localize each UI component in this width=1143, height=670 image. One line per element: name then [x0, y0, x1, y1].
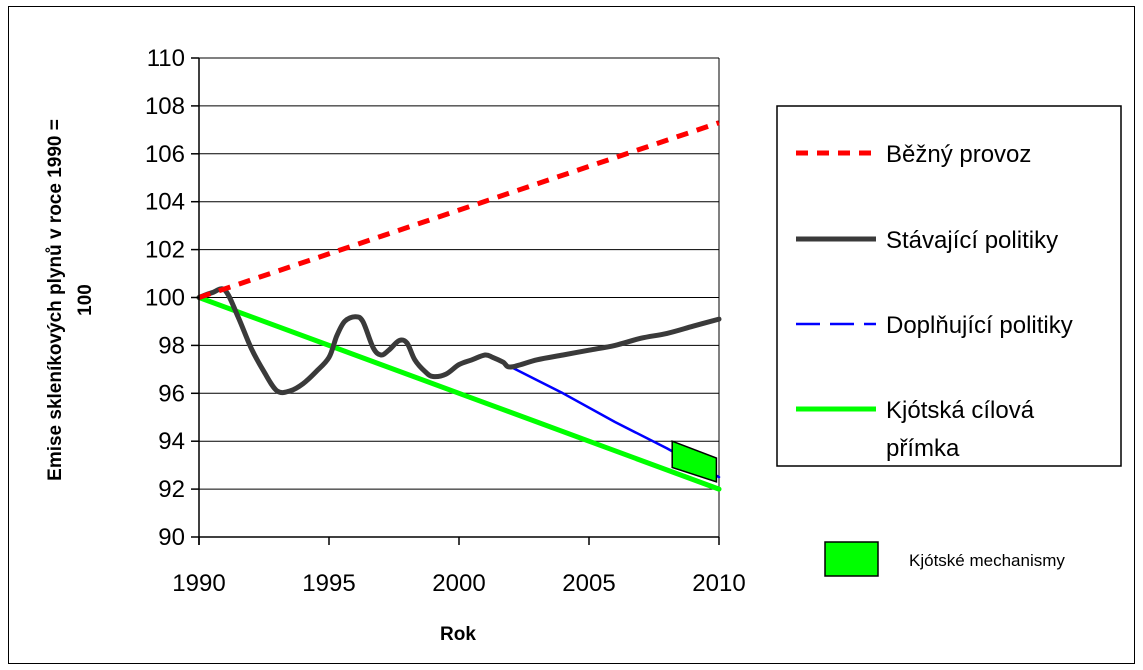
- x-tick-label-1995: 1995: [302, 570, 355, 597]
- series-layer: [196, 120, 722, 492]
- series-kjotska-cilova-primka: [196, 295, 722, 492]
- axes: [191, 57, 720, 545]
- legend-label-stavajici-politiky: Stávající politiky: [886, 227, 1058, 254]
- series-stavajici-politiky: [196, 286, 722, 396]
- y-tick-label-96: 96: [158, 380, 185, 407]
- y-tick-label-110: 110: [147, 45, 185, 72]
- legend-label-kjotska-line2: přímka: [886, 435, 960, 462]
- legend-label-doplnujici-politiky: Doplňující politiky: [886, 312, 1073, 339]
- y-tick-label-92: 92: [158, 476, 185, 503]
- x-tick-label-1990: 1990: [172, 570, 225, 597]
- band-kjotske-mechanismy: [671, 440, 718, 483]
- legend: Běžný provoz Stávající politiky Doplňují…: [776, 105, 1122, 467]
- legend-label-kjotske-mechanismy: Kjótské mechanismy: [909, 551, 1065, 570]
- x-tick-label-2005: 2005: [562, 570, 615, 597]
- x-tick-label-2010: 2010: [692, 570, 745, 597]
- x-tick-label-2000: 2000: [432, 570, 485, 597]
- x-axis-title: Rok: [440, 624, 476, 645]
- y-tick-label-98: 98: [158, 332, 185, 359]
- y-tick-label-90: 90: [158, 524, 185, 551]
- y-tick-label-106: 106: [145, 141, 185, 168]
- y-tick-label-94: 94: [158, 428, 185, 455]
- legend-swatch-kjotske-mechanismy: [824, 541, 879, 577]
- gridlines: [199, 57, 720, 538]
- y-tick-label-102: 102: [145, 237, 185, 264]
- legend-box: [776, 105, 1122, 467]
- series-bezny-provoz: [198, 120, 720, 300]
- tick-labels: 90 92 94 96 98 100 102 104 106 108 110 1990 1995 2000…: [145, 45, 746, 597]
- y-axis-title-line2: 100: [75, 284, 96, 316]
- y-axis-title-line1: Emise skleníkových plynů v roce 1990 =: [45, 119, 66, 481]
- y-tick-label-108: 108: [145, 93, 185, 120]
- legend-label-bezny-provoz: Běžný provoz: [886, 141, 1031, 168]
- legend-label-kjotska-line1: Kjótská cílová: [886, 397, 1035, 424]
- band-legend: Kjótské mechanismy: [824, 541, 1065, 577]
- y-tick-label-100: 100: [145, 285, 185, 312]
- y-tick-label-104: 104: [145, 189, 185, 216]
